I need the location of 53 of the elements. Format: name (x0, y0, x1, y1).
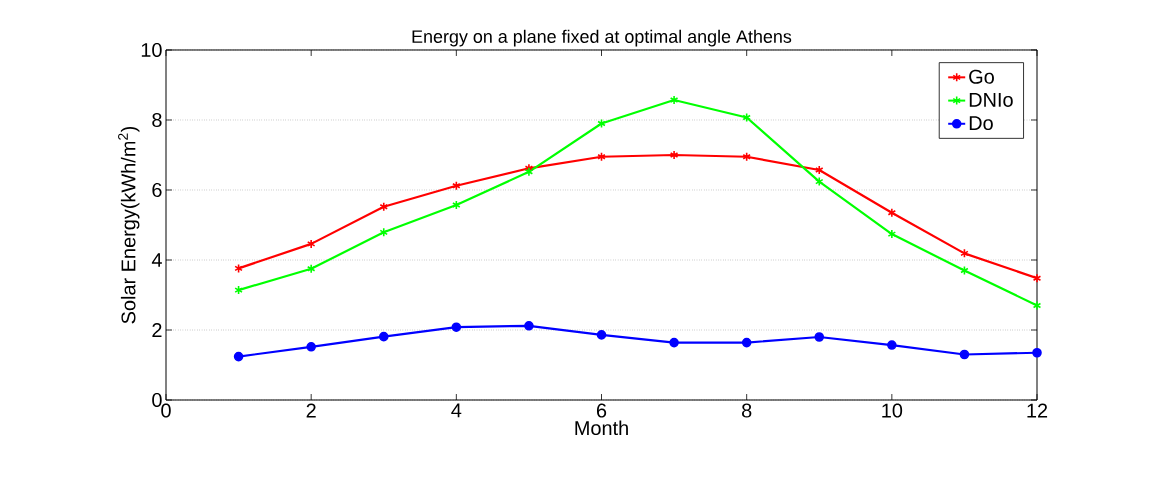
point (379, 227, 389, 238)
point (306, 342, 316, 352)
y-tick-label: 8 (152, 112, 162, 128)
point (814, 332, 825, 342)
point (959, 349, 970, 360)
y-tick-label: 6 (152, 182, 162, 198)
point (741, 337, 752, 348)
point (452, 181, 461, 191)
point (815, 176, 824, 187)
y-tick-label: 2 (152, 323, 162, 337)
point (597, 151, 606, 162)
point (524, 167, 534, 177)
x-tick-label: 4 (451, 403, 462, 418)
point (596, 330, 607, 340)
y-tick-label: 0 (152, 392, 162, 408)
point (233, 351, 244, 362)
point (306, 263, 316, 274)
point (887, 229, 897, 239)
point (378, 331, 389, 342)
x-tick-label: 6 (596, 403, 607, 418)
x-axis-title: Month (575, 420, 628, 436)
point (669, 337, 679, 348)
legend-label: Do (969, 116, 993, 131)
point (1032, 347, 1042, 358)
legend-label: DNIo (969, 93, 1013, 107)
chart-title: Energy on a plane fixed at optimal angle Athens (412, 29, 792, 47)
x-tick-label: 2 (306, 403, 316, 418)
point (1032, 300, 1042, 311)
point (524, 321, 534, 331)
point (669, 95, 679, 105)
point (742, 112, 751, 123)
point (960, 265, 969, 276)
point (960, 248, 969, 259)
legend-label: Go (969, 69, 994, 84)
point (1032, 273, 1042, 283)
point (887, 207, 897, 218)
point (379, 202, 389, 212)
point (887, 340, 897, 350)
x-tick-label: 10 (882, 403, 903, 418)
point (815, 165, 824, 175)
y-tick-label: 4 (151, 253, 162, 267)
point (306, 239, 316, 249)
point (234, 263, 243, 274)
y-tick-label: 10 (141, 42, 162, 58)
x-tick-label: 8 (741, 403, 752, 418)
x-tick-label: 12 (1027, 403, 1048, 418)
y-axis-title: Solar Energy(kWh/m$^{2}$) (118, 126, 140, 324)
point (597, 118, 606, 129)
point (742, 151, 751, 162)
point (669, 150, 679, 160)
point (452, 200, 461, 210)
point (451, 322, 462, 332)
point (234, 285, 243, 295)
